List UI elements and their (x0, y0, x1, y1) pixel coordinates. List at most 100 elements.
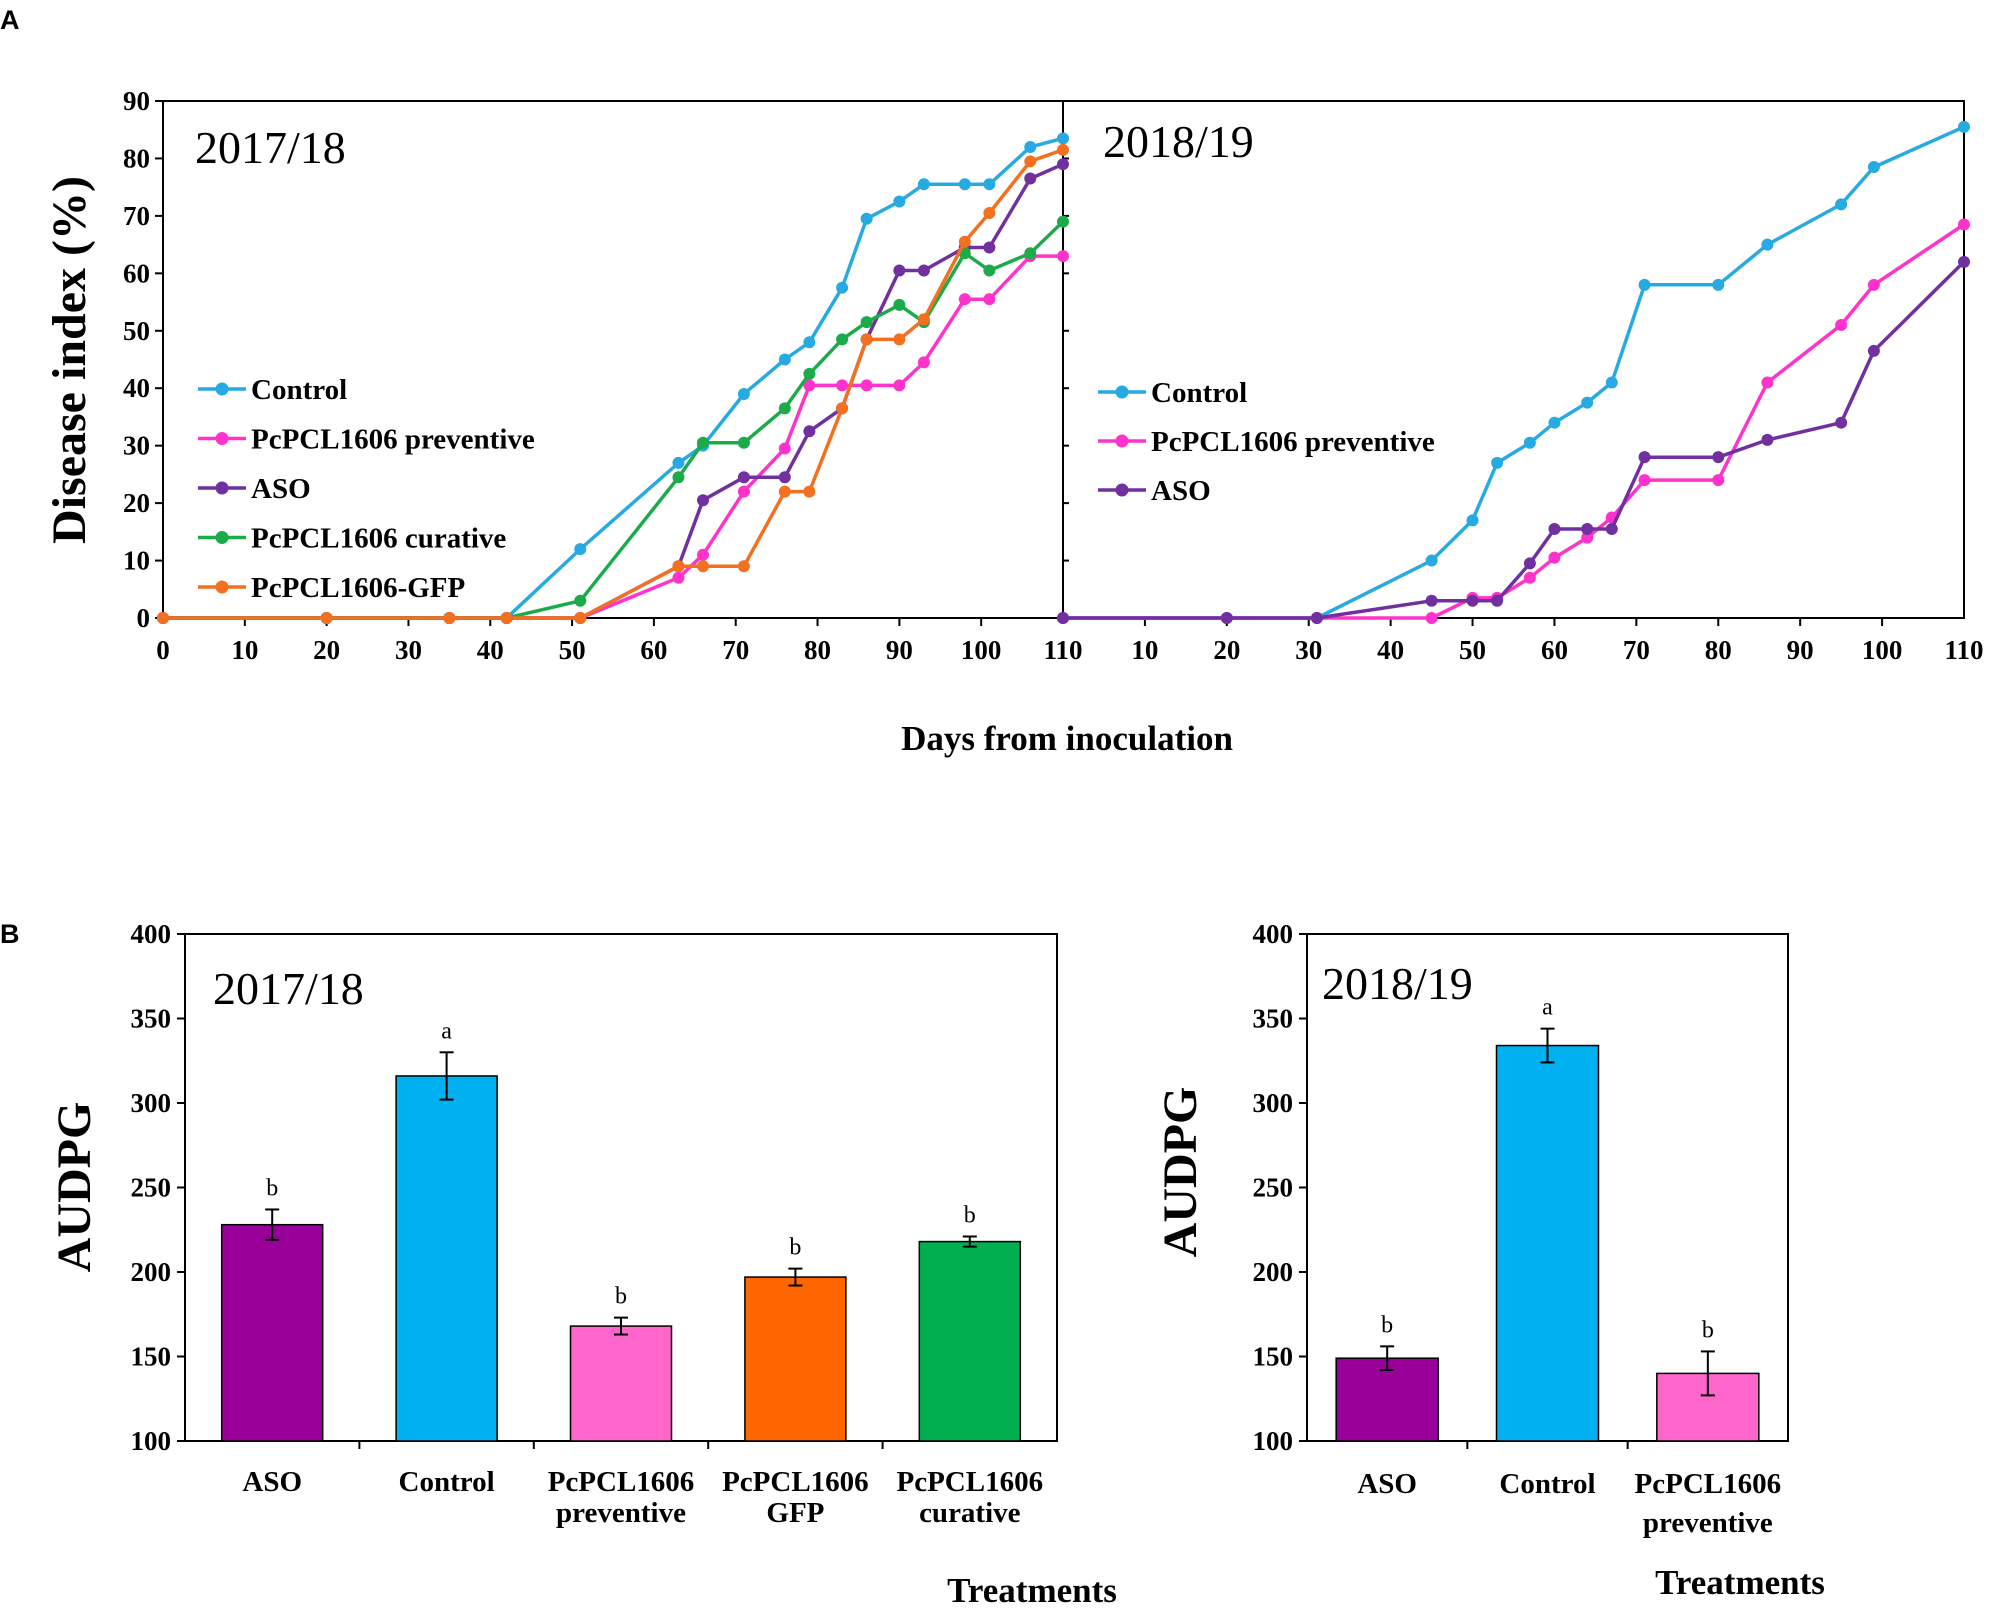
data-point-pcpcl1606-curative-1 (836, 333, 849, 346)
bar-control-b1 (395, 1075, 498, 1442)
y-tick-label-b2: 150 (1253, 1342, 1294, 1372)
legend-marker-pcpcl1606-gfp-1 (215, 580, 229, 594)
y-tick-label-a: 90 (123, 86, 150, 116)
legend-label-control-1: Control (251, 374, 347, 406)
x-tick-label-a1: 10 (231, 635, 258, 665)
data-point-control-2 (1638, 278, 1651, 291)
y-tick-label-a: 80 (123, 143, 150, 173)
data-point-control-2 (1466, 514, 1479, 527)
y-tick-label-b2: 400 (1253, 919, 1294, 949)
legend-marker-aso-2 (1115, 483, 1129, 497)
legend-label-pcpcl1606-gfp-1: PcPCL1606-GFP (251, 572, 465, 604)
season-label-2017-18-a: 2017/18 (195, 122, 346, 173)
data-point-aso-2 (1466, 594, 1479, 607)
data-point-control-1 (983, 178, 996, 191)
season-label-2018-19-a: 2018/19 (1103, 116, 1254, 167)
series-line-pcpcl1606-curative-1 (163, 220, 1065, 620)
y-axis-title-b1: AUDPG (48, 1102, 101, 1273)
data-point-aso-2 (1220, 612, 1233, 624)
x-tick-label-a2: 60 (1541, 635, 1568, 665)
y-tick-label-b1: 150 (131, 1342, 172, 1372)
data-point-pcpcl1606-preventive-2 (1638, 474, 1651, 487)
data-point-pcpcl1606-gfp-1 (157, 612, 169, 624)
data-point-aso-2 (1712, 451, 1725, 464)
legend-marker-pcpcl1606-curative-1 (215, 531, 229, 544)
bar-pcpcl1606-preventive-b1 (569, 1325, 673, 1442)
category-label-control-b2: Control (1499, 1468, 1595, 1500)
x-tick-label-a1: 30 (395, 635, 422, 665)
data-point-control-1 (778, 353, 791, 366)
data-point-control-1 (1024, 140, 1037, 153)
bar-pcpcl1606-gfp-b1 (744, 1276, 847, 1442)
y-tick-label-b1: 300 (131, 1088, 172, 1118)
x-tick-label-a2: 100 (1862, 635, 1903, 665)
data-point-pcpcl1606-curative-1 (778, 402, 791, 415)
x-axis-title-b1: Treatments (947, 1571, 1117, 1610)
data-point-aso-2 (1425, 594, 1438, 607)
significance-letter-pcpcl1606-preventive-b1: b (615, 1284, 627, 1310)
x-tick-label-a1: 0 (156, 635, 170, 665)
category-label-control-b1: Control (399, 1466, 495, 1498)
data-point-aso-2 (1548, 522, 1561, 535)
x-tick-label-a2: 50 (1459, 635, 1486, 665)
x-tick-label-a2: 30 (1295, 635, 1322, 665)
category-label-pcpcl1606-preventive-b2: PcPCL1606 (1635, 1468, 1782, 1500)
data-point-control-1 (860, 212, 873, 225)
data-point-control-2 (1761, 238, 1774, 251)
category-label-pcpcl1606-preventive-b1: preventive (556, 1497, 686, 1529)
data-point-aso-2 (1638, 451, 1651, 464)
data-point-pcpcl1606-curative-1 (574, 594, 587, 607)
x-tick-label-a2: 90 (1787, 635, 1814, 665)
category-label-pcpcl1606-preventive-b2: preventive (1643, 1507, 1773, 1539)
legend-marker-pcpcl1606-preventive-1 (215, 432, 229, 445)
data-point-pcpcl1606-preventive-2 (1712, 474, 1725, 487)
y-tick-label-a: 20 (123, 488, 150, 518)
data-point-pcpcl1606-gfp-1 (443, 612, 456, 624)
x-tick-label-a2: 10 (1131, 635, 1158, 665)
data-point-control-1 (1057, 132, 1069, 145)
x-tick-label-a1: 50 (559, 635, 586, 665)
data-point-pcpcl1606-gfp-1 (1024, 155, 1037, 168)
y-axis-title-b2: AUDPG (1154, 1087, 1207, 1258)
significance-letter-control-b1: a (441, 1018, 452, 1044)
data-point-pcpcl1606-gfp-1 (737, 560, 750, 573)
data-point-aso-1 (778, 471, 791, 484)
data-point-control-1 (958, 178, 971, 191)
panel-label-a: A (0, 5, 20, 35)
x-tick-label-a1: 70 (722, 635, 749, 665)
data-point-aso-2 (1867, 344, 1880, 357)
data-point-aso-1 (893, 264, 906, 277)
x-tick-label-a2: 40 (1377, 635, 1404, 665)
data-point-aso-1 (803, 425, 816, 438)
data-point-pcpcl1606-preventive-1 (893, 379, 906, 392)
data-point-control-2 (1425, 554, 1438, 567)
data-point-control-1 (917, 178, 930, 191)
data-point-control-2 (1523, 436, 1536, 449)
data-point-pcpcl1606-preventive-1 (860, 379, 873, 392)
data-point-pcpcl1606-curative-1 (893, 298, 906, 311)
legend-marker-pcpcl1606-preventive-2 (1115, 434, 1129, 448)
season-label-2018-19-b: 2018/19 (1322, 958, 1473, 1009)
x-tick-label-a1: 20 (313, 635, 340, 665)
data-point-aso-1 (697, 494, 709, 507)
data-point-pcpcl1606-curative-1 (803, 367, 816, 380)
data-point-pcpcl1606-preventive-2 (1867, 278, 1880, 291)
data-point-pcpcl1606-preventive-2 (1761, 376, 1774, 389)
significance-letter-pcpcl1606-curative-b1: b (964, 1203, 976, 1229)
significance-letter-aso-b1: b (266, 1175, 278, 1201)
y-tick-label-a: 40 (123, 373, 150, 403)
panel-label-b: B (0, 919, 20, 949)
data-point-pcpcl1606-preventive-1 (697, 548, 709, 561)
x-tick-label-a1: 80 (804, 635, 831, 665)
data-point-pcpcl1606-preventive-2 (1581, 531, 1594, 544)
line-chart-disease-index: 0 10 20 30 40 50 60 70 80 90 100 110 0 10 20 30 40 50 60 70… (43, 86, 1984, 758)
data-point-pcpcl1606-preventive-1 (983, 293, 996, 306)
data-point-pcpcl1606-curative-1 (1057, 215, 1069, 228)
season-label-2017-18-b: 2017/18 (213, 963, 364, 1014)
data-point-pcpcl1606-preventive-1 (803, 379, 816, 392)
y-tick-label-b2: 100 (1253, 1426, 1294, 1456)
data-point-control-1 (574, 543, 587, 556)
series-line-pcpcl1606-gfp-1 (163, 148, 1064, 620)
x-tick-label-a1: 90 (886, 635, 913, 665)
x-tick-label-a1: 100 (961, 635, 1002, 665)
